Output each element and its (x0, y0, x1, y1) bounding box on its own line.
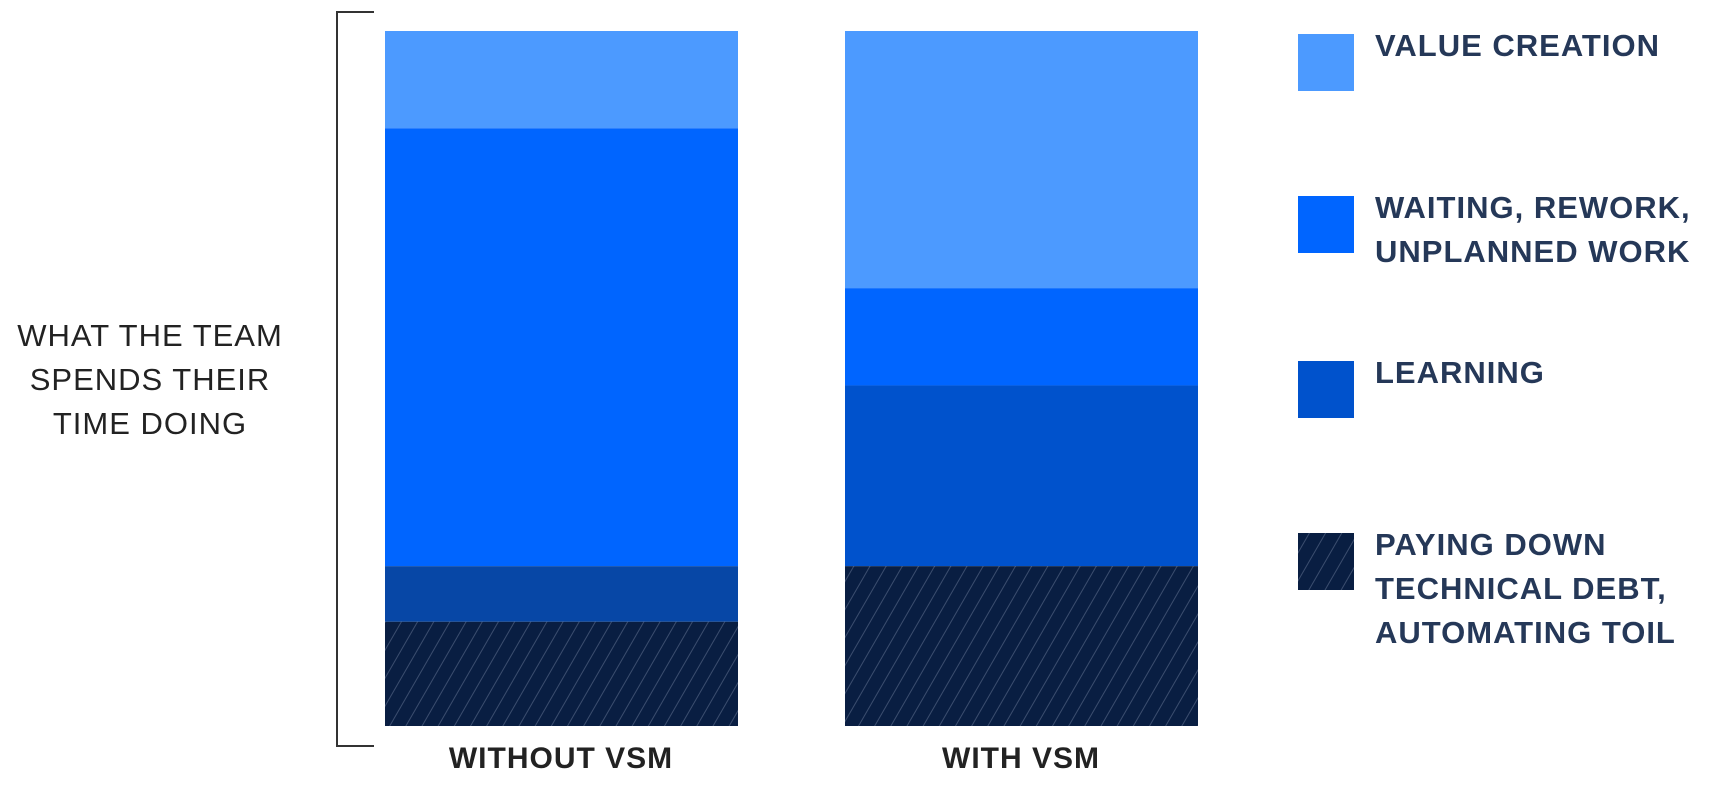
y-label-line: SPENDS THEIR (29, 362, 271, 397)
legend-swatch-3 (1298, 533, 1354, 590)
y-label-line: TIME DOING (52, 406, 248, 441)
legend-label-value-creation: VALUE CREATION (1375, 28, 1660, 63)
bar-segment-with-vsm-2 (845, 385, 1198, 567)
bar-segment-without-vsm-1 (385, 128, 738, 567)
bar-segment-without-vsm-2 (385, 566, 738, 622)
y-label-line: WHAT THE TEAM (17, 318, 283, 353)
legend-swatch-2 (1298, 361, 1354, 418)
y-axis-label: WHAT THE TEAM SPENDS THEIR TIME DOING (0, 314, 300, 446)
bar-segment-with-vsm-1 (845, 288, 1198, 386)
legend-label-learning: LEARNING (1375, 355, 1545, 390)
legend-swatch-0 (1298, 34, 1354, 91)
category-label-without-vsm: WITHOUT VSM (448, 742, 674, 775)
category-label-with-vsm: WITH VSM (942, 742, 1100, 775)
legend-label-waiting: WAITING, REWORK, UNPLANNED WORK (1375, 190, 1691, 269)
bar-segment-without-vsm-3 (385, 621, 738, 726)
bar-segment-with-vsm-3 (845, 566, 1198, 726)
legend-label-tech-debt: PAYING DOWN TECHNICAL DEBT, AUTOMATING T… (1375, 527, 1676, 650)
bracket (336, 11, 374, 747)
bar-segment-with-vsm-0 (845, 31, 1198, 289)
legend-swatch-1 (1298, 196, 1354, 253)
bar-segment-without-vsm-0 (385, 31, 738, 129)
